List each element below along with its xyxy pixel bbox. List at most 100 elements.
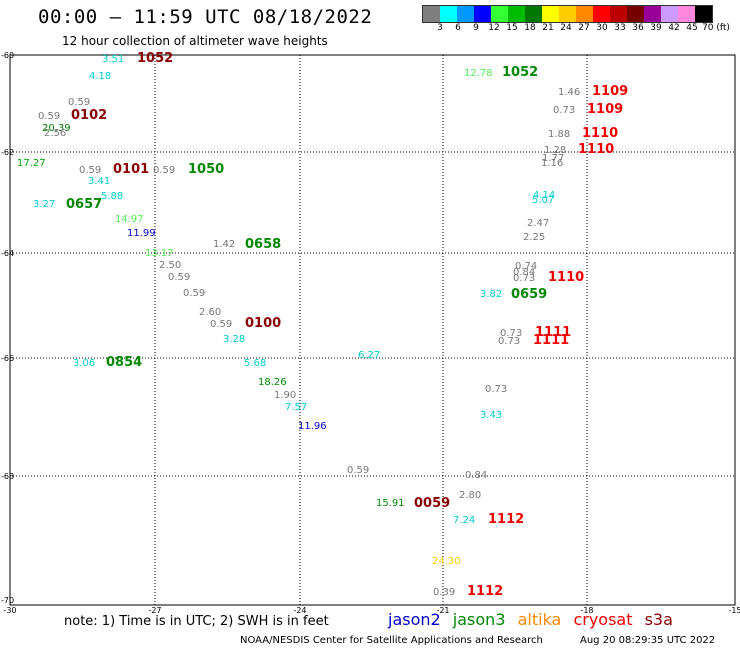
wave-height-value: 13.17 (145, 248, 174, 259)
wave-height-value: 2.56 (44, 128, 66, 139)
latitude-label: -64 (1, 249, 14, 258)
scale-label: 45 (686, 23, 698, 33)
wave-height-value: 5.68 (244, 358, 266, 369)
scale-swatch (508, 6, 525, 22)
wave-height-value: 0.59 (79, 165, 101, 176)
wave-height-value: 0.59 (168, 272, 190, 283)
scale-swatch (457, 6, 474, 22)
pass-time-label: 1112 (488, 512, 524, 527)
legend-s3a: s3a (644, 610, 673, 629)
wave-height-value: 12.78 (464, 68, 493, 79)
pass-time-label: 1110 (548, 270, 584, 285)
pass-time-label: 1111 (533, 333, 569, 348)
wave-height-value: 3.06 (73, 358, 95, 369)
pass-time-label: 1050 (188, 162, 224, 177)
wave-height-value: 3.43 (480, 410, 502, 421)
wave-height-color-scale (422, 5, 713, 23)
satellite-legend: jason2 jason3 altika cryosat s3a (388, 610, 680, 629)
scale-swatch (627, 6, 644, 22)
wave-height-value: 0.73 (485, 384, 507, 395)
wave-height-value: 4.14 (533, 190, 555, 201)
scale-label: 70 (ft) (702, 23, 730, 33)
wave-height-value: 3.51 (102, 54, 124, 65)
pass-time-label: 1109 (592, 84, 628, 99)
longitude-label: -18 (580, 606, 593, 615)
wave-height-value: 24.30 (432, 556, 461, 567)
latitude-label: -60 (1, 51, 14, 60)
longitude-label: -21 (436, 606, 449, 615)
wave-height-value: 1.46 (558, 87, 580, 98)
scale-label: 30 (596, 23, 608, 33)
scale-swatch (474, 6, 491, 22)
scale-label: 12 (488, 23, 500, 33)
scale-swatch (610, 6, 627, 22)
wave-height-value: 2.50 (159, 260, 181, 271)
scale-swatch (440, 6, 457, 22)
pass-time-label: 1109 (587, 102, 623, 117)
wave-height-value: 18.26 (258, 377, 287, 388)
wave-height-value: 17.27 (17, 158, 46, 169)
wave-height-value: 0.73 (500, 328, 522, 339)
pass-time-label: 0102 (71, 108, 107, 123)
wave-height-value: 2.47 (527, 218, 549, 229)
wave-height-value: 0.59 (153, 165, 175, 176)
scale-label: 36 (632, 23, 644, 33)
scale-swatch (695, 6, 712, 22)
wave-height-value: 0.73 (553, 105, 575, 116)
scale-swatch (644, 6, 661, 22)
wave-height-value: 3.41 (88, 176, 110, 187)
credit-line: NOAA/NESDIS Center for Satellite Applica… (240, 635, 543, 646)
scale-label: 39 (650, 23, 662, 33)
scale-label: 27 (578, 23, 590, 33)
scale-label: 15 (506, 23, 518, 33)
legend-cryosat: cryosat (573, 610, 633, 629)
scale-swatch (491, 6, 508, 22)
wave-height-value: 2.80 (459, 490, 481, 501)
wave-height-value: 0.59 (38, 111, 60, 122)
map-frame (9, 54, 736, 606)
scale-swatch (593, 6, 610, 22)
pass-time-label: 1110 (582, 126, 618, 141)
wave-height-value: 0.59 (210, 319, 232, 330)
wave-height-value: 0.59 (68, 97, 90, 108)
wave-height-value: 7.24 (453, 515, 475, 526)
pass-time-label: 1110 (578, 142, 614, 157)
scale-label: 9 (473, 23, 479, 33)
pass-time-label: 0659 (511, 287, 547, 302)
wave-height-value: 4.18 (89, 71, 111, 82)
scale-label: 3 (437, 23, 443, 33)
wave-height-value: 0.39 (433, 587, 455, 598)
pass-time-label: 1112 (467, 584, 503, 599)
wave-height-value: 1.16 (541, 158, 563, 169)
wave-height-value: 1.28 (544, 145, 566, 156)
wave-height-value: 11.96 (298, 421, 327, 432)
wave-height-value: 15.91 (376, 498, 405, 509)
wave-height-value: 3.82 (480, 289, 502, 300)
pass-time-label: 0059 (414, 496, 450, 511)
wave-height-value: 3.28 (223, 334, 245, 345)
scale-swatch (525, 6, 542, 22)
scale-swatch (661, 6, 678, 22)
longitude-label: -27 (148, 606, 161, 615)
wave-height-value: 14.97 (115, 214, 144, 225)
footer-note: note: 1) Time is in UTC; 2) SWH is in fe… (64, 614, 329, 629)
wave-height-value: 1.88 (548, 129, 570, 140)
wave-height-value: 0.84 (465, 470, 487, 481)
wave-height-value: 6.27 (358, 350, 380, 361)
wave-height-value: 1.90 (274, 390, 296, 401)
longitude-label: -15 (728, 606, 740, 615)
chart-subtitle: 12 hour collection of altimeter wave hei… (62, 34, 328, 48)
wave-height-value: 1.42 (213, 239, 235, 250)
scale-swatch (542, 6, 559, 22)
wave-height-value: 0.59 (183, 288, 205, 299)
latitude-label: -68 (1, 472, 14, 481)
longitude-label: -30 (3, 606, 16, 615)
scale-label: 6 (455, 23, 461, 33)
wave-height-value: 0.73 (513, 273, 535, 284)
wave-height-value: 0.84 (513, 267, 535, 278)
latitude-label: -62 (1, 148, 14, 157)
wave-height-value: 2.25 (523, 232, 545, 243)
scale-label: 21 (542, 23, 554, 33)
wave-height-value: 7.57 (285, 402, 307, 413)
